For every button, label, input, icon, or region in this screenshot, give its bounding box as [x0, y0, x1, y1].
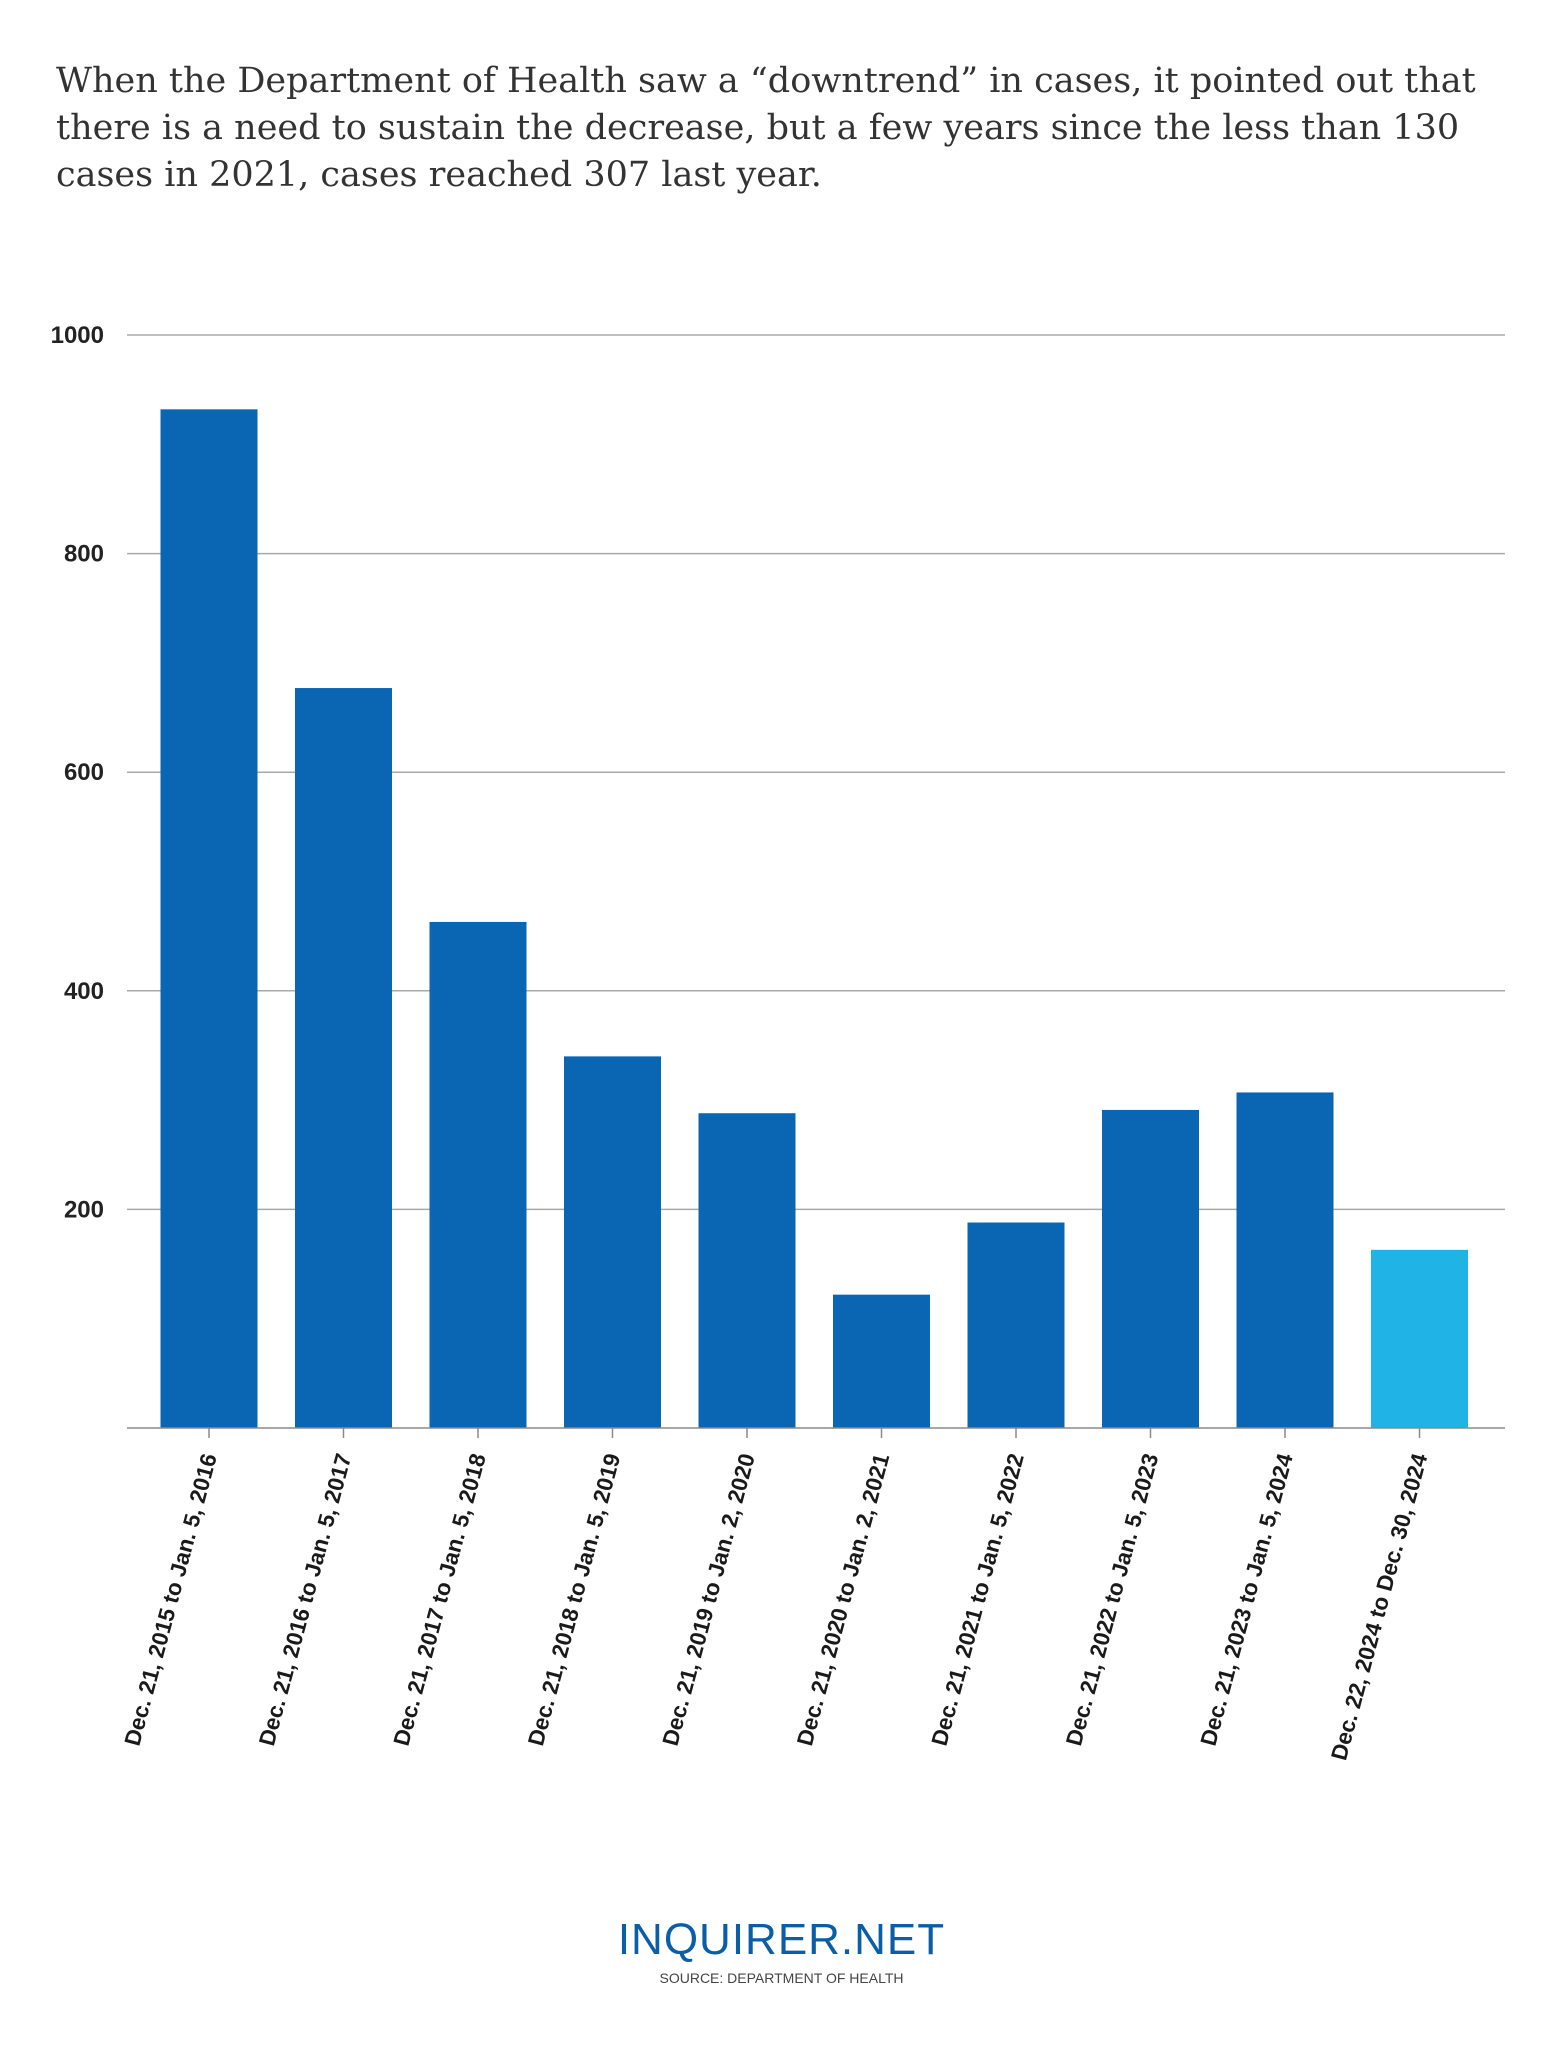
x-tick-label: Dec. 21, 2020 to Jan. 2, 2021 [792, 1451, 894, 1749]
x-tick-label: Dec. 21, 2017 to Jan. 5, 2018 [389, 1451, 491, 1749]
x-tick-label: Dec. 21, 2022 to Jan. 5, 2023 [1061, 1451, 1163, 1749]
bar-chart: 200 400 600 800 1000 Dec. 21, 2015 to Jan. 5,… [51, 322, 1505, 1763]
chart-subtitle: When the Department of Health saw a “dow… [56, 61, 1476, 195]
y-tick-label: 200 [64, 1196, 104, 1223]
x-tick-label: Dec. 21, 2015 to Jan. 5, 2016 [120, 1451, 222, 1749]
bar [967, 1222, 1065, 1428]
x-tick-label: Dec. 21, 2021 to Jan. 5, 2022 [927, 1451, 1029, 1749]
bar [295, 688, 392, 1428]
source-note: SOURCE: DEPARTMENT OF HEALTH [659, 1970, 904, 1986]
y-tick-label: 400 [64, 978, 104, 1005]
x-tick-label: Dec. 21, 2018 to Jan. 5, 2019 [523, 1451, 625, 1749]
x-tick-label: Dec. 21, 2019 to Jan. 2, 2020 [658, 1451, 760, 1749]
bar [160, 409, 258, 1429]
y-tick-label: 800 [64, 541, 104, 568]
x-tick-label: Dec. 21, 2023 to Jan. 5, 2024 [1196, 1450, 1298, 1748]
bar [1102, 1109, 1199, 1428]
bar [833, 1294, 930, 1428]
bar [1236, 1092, 1334, 1428]
y-tick-label: 1000 [51, 322, 104, 349]
bar [564, 1056, 661, 1428]
y-tick-label: 600 [64, 759, 104, 786]
x-tick-label: Dec. 21, 2016 to Jan. 5, 2017 [254, 1451, 356, 1749]
x-tick-label: Dec. 22, 2024 to Dec. 30, 2024 [1326, 1450, 1432, 1763]
bar [429, 921, 527, 1428]
brand-logo: INQUIRER.NET [617, 1915, 946, 1964]
bar [1371, 1249, 1468, 1428]
bar [698, 1113, 796, 1428]
